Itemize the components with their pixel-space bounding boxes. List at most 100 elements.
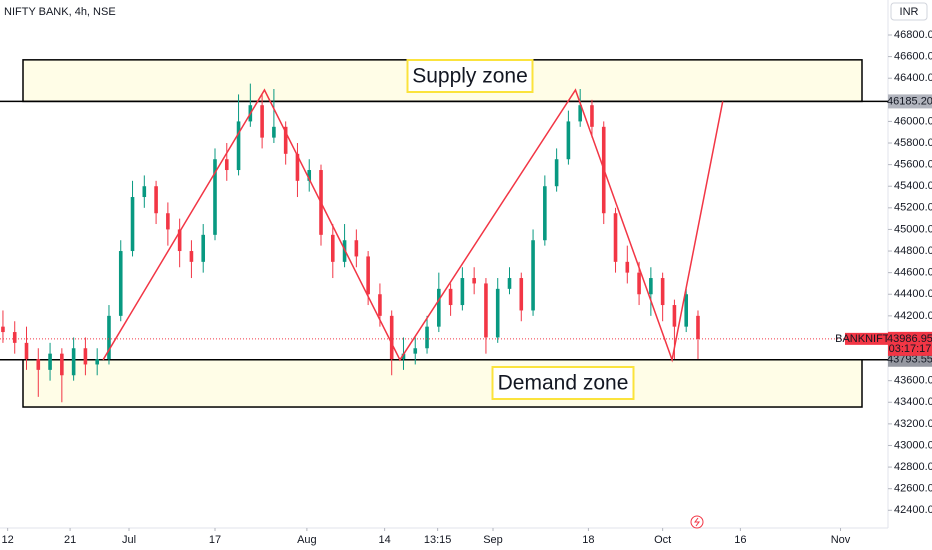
y-tick-label: 42600.00 [894,483,932,495]
candle-body [189,251,194,262]
y-tick-label: 46600.00 [894,51,932,63]
candle-body [36,359,41,370]
candle-body [649,278,653,295]
x-tick-label: Oct [654,534,671,546]
countdown: 03:17:17 [889,343,932,355]
symbol-label: BANKNIFTY [835,333,897,345]
candle-body [330,234,335,262]
candle-body [460,278,465,306]
candle-body [142,186,147,198]
event-icon-bolt [694,517,700,527]
candle-body [154,186,158,214]
y-tick-label: 45000.00 [894,223,932,235]
candle-body [484,283,488,338]
y-tick-label: 43000.00 [894,439,932,451]
currency-button[interactable] [890,2,928,21]
level-label: 43793.55 [887,354,932,366]
x-tick-label: 13:15 [424,534,452,546]
candle-body [71,348,76,376]
candle-body [696,315,700,339]
candle-body [295,153,300,181]
candle-body [201,234,206,262]
y-tick-label: 45800.00 [894,137,932,149]
candle-body [448,288,453,306]
candle-body [283,126,288,154]
y-tick-label: 46800.00 [894,29,932,41]
candle-body [472,278,476,284]
candle-body [389,315,394,360]
candle-body [95,359,99,365]
candle-body [107,315,111,360]
candle-body [684,294,689,327]
x-tick-label: Jul [122,534,136,546]
y-tick-label: 44600.00 [894,267,932,279]
zone [22,359,863,408]
candle-body [672,305,677,327]
y-tick-label: 42800.00 [894,461,932,473]
candle-body [83,348,88,365]
y-tick-label: 46000.00 [894,115,932,127]
y-tick-label: 44200.00 [894,310,932,322]
zone-label: Supply zone [412,65,528,88]
candle-body [48,353,52,370]
candle-body [366,256,370,295]
candle-body [1,326,5,333]
zone-label-box [491,366,635,400]
candle-body [213,159,217,235]
y-tick-label: 46400.00 [894,72,932,84]
y-tick-label: 44800.00 [894,245,932,257]
level-tag [888,352,932,367]
y-tick-label: 45400.00 [894,180,932,192]
candle-body [118,251,123,316]
x-tick-label: 12 [2,534,14,546]
candle-body [578,105,582,122]
candle-body [519,278,524,311]
candle-body [425,326,429,349]
y-tick-label: 43400.00 [894,396,932,408]
level-label: 46185.20 [887,95,932,107]
y-tick-label: 43200.00 [894,418,932,430]
candle-body [272,126,276,138]
candle-body [613,213,618,262]
candle-body [12,332,17,343]
candle-body [531,240,535,311]
candle-body [236,121,241,171]
symbol-tag [845,332,888,345]
candle-body [354,240,359,257]
y-tick-label: 44400.00 [894,288,932,300]
candle-body [307,170,312,181]
y-tick-label: 45200.00 [894,202,932,214]
candle-body [24,342,29,360]
candle-body [413,348,418,354]
zone-label-box [406,59,534,93]
x-tick-label: 21 [64,534,76,546]
price-tag [888,331,932,356]
y-tick-label: 45600.00 [894,159,932,171]
x-tick-label: Nov [831,534,851,546]
zone-label: Demand zone [498,372,629,395]
y-tick-label: 43600.00 [894,375,932,387]
x-tick-label: Aug [297,534,317,546]
candle-body [166,213,170,230]
candle-body [177,229,182,252]
candle-body [401,353,406,360]
candle-body [566,121,571,160]
candle-body [660,278,665,306]
candle-body [625,261,630,273]
x-tick-label: Sep [483,534,503,546]
candle-body [590,105,594,127]
y-tick-label: 42400.00 [894,504,932,516]
price-label: 43986.95 [887,333,932,345]
candle-body [130,197,135,252]
x-tick-label: 18 [582,534,594,546]
candle-body [378,294,382,316]
candle-body [495,288,500,338]
x-tick-label: 16 [734,534,746,546]
candle-body [637,272,641,295]
symbol-title: NIFTY BANK, 4h, NSE [4,6,116,18]
zigzag-drawing [102,88,724,363]
currency[interactable]: INR [900,6,919,18]
candle-body [260,105,264,138]
candle-body [507,278,512,289]
